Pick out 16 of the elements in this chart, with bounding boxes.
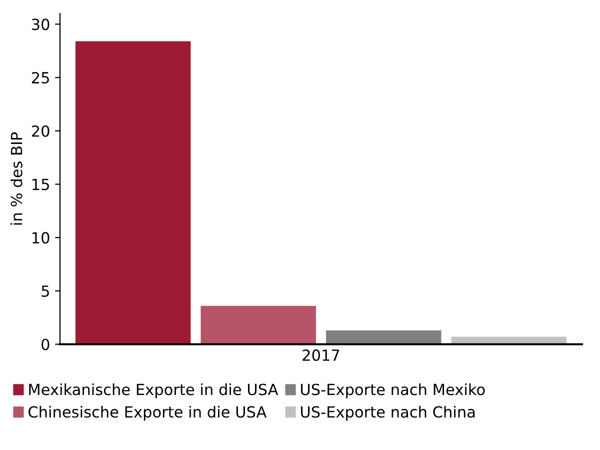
y-tick-label: 25 bbox=[32, 72, 49, 84]
bar bbox=[200, 306, 316, 344]
legend-label: Mexikanische Exporte in die USA bbox=[29, 383, 278, 398]
y-tick-label: 10 bbox=[32, 232, 50, 244]
x-tick-label: 2017 bbox=[302, 349, 340, 361]
legend-label: Chinesische Exporte in die USA bbox=[28, 406, 267, 421]
y-tick-label: 0 bbox=[42, 338, 50, 350]
y-tick-label: 15 bbox=[32, 178, 49, 190]
legend-label: US-Exporte nach China bbox=[301, 406, 475, 421]
y-tick-label: 20 bbox=[32, 125, 50, 137]
y-tick-label: 30 bbox=[32, 18, 50, 30]
bar bbox=[75, 41, 191, 344]
y-tick-label: 5 bbox=[42, 286, 49, 297]
y-axis-title: in % des BIP bbox=[10, 132, 22, 225]
bar bbox=[326, 330, 442, 344]
legend-label: US-Exporte nach Mexiko bbox=[301, 383, 485, 398]
